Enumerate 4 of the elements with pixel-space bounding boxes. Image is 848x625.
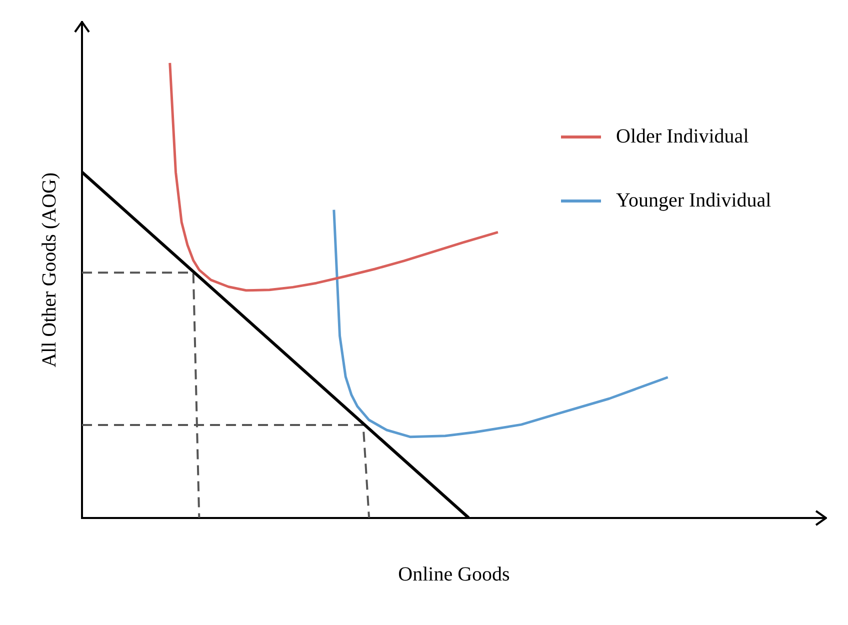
x-axis-title: Online Goods <box>398 563 510 586</box>
legend-label: Older Individual <box>616 125 750 148</box>
legend-label: Younger Individual <box>616 189 772 212</box>
y-axis-title: All Other Goods (AOG) <box>38 172 60 368</box>
